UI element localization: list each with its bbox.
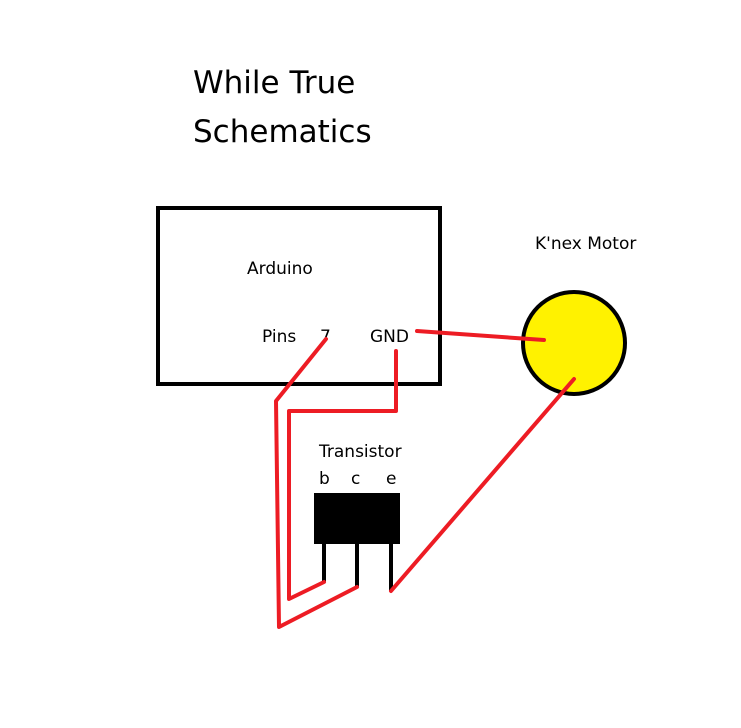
arduino-board [156,206,442,386]
transistor-label: Transistor [318,442,402,462]
wire-gnd-to-base [287,349,398,601]
wire-motor-to-emitter [389,377,576,593]
motor-label: K'nex Motor [535,234,636,254]
arduino-label: Arduino [247,259,313,279]
title-line-2: Schematics [193,114,372,150]
pins-label: Pins [262,327,296,347]
motor-circle [521,290,627,396]
gnd-label: GND [370,327,409,347]
transistor-pin-e-label: e [386,469,396,489]
title-line-1: While True [193,65,355,101]
wire-pin7-to-collector [274,337,359,629]
transistor-body [314,493,400,544]
wire-gnd-to-motor [415,329,546,342]
pin-number-label: 7 [320,327,331,347]
transistor-pin-b-label: b [319,469,330,489]
wires [274,329,576,629]
transistor-pin-c-label: c [351,469,360,489]
